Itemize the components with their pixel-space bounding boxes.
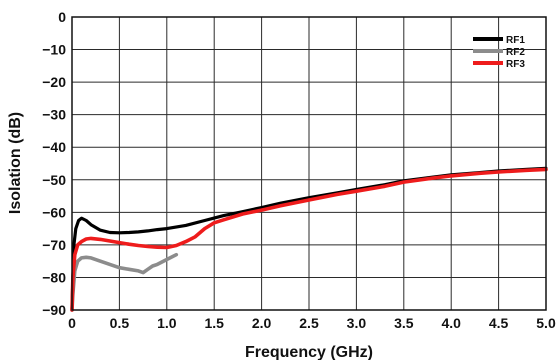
series-line-rf3 — [70, 167, 548, 312]
plot-frame — [71, 16, 547, 311]
y-axis-title: Isolation (dB) — [7, 112, 24, 214]
x-tick-labels: 0 0.5 1.0 1.5 2.0 2.5 3.0 3.5 4.0 4.5 5.0 — [68, 315, 556, 331]
series-layer — [70, 166, 548, 312]
y-tick-label: −20 — [42, 74, 66, 90]
x-tick-label: 3.5 — [394, 315, 414, 331]
legend-label-rf3: RF3 — [506, 59, 525, 70]
series-line-rf2 — [70, 252, 179, 312]
x-tick-label: 2.0 — [252, 315, 272, 331]
y-tick-label: 0 — [58, 9, 66, 25]
grid — [72, 17, 546, 310]
x-tick-label: 0 — [68, 315, 76, 331]
y-tick-label: −30 — [42, 107, 66, 123]
x-tick-label: 0.5 — [110, 315, 130, 331]
x-tick-label: 4.5 — [489, 315, 509, 331]
y-tick-label: −60 — [42, 204, 66, 220]
x-tick-label: 3.0 — [347, 315, 367, 331]
x-tick-label: 4.0 — [441, 315, 461, 331]
y-tick-label: −50 — [42, 172, 66, 188]
legend-label-rf1: RF1 — [506, 35, 525, 46]
y-tick-label: −40 — [42, 139, 66, 155]
y-tick-label: −90 — [42, 302, 66, 318]
x-tick-label: 1.0 — [157, 315, 177, 331]
y-tick-labels: 0 −10 −20 −30 −40 −50 −60 −70 −80 −90 — [42, 9, 66, 318]
x-axis-title: Frequency (GHz) — [245, 344, 373, 360]
x-tick-label: 1.5 — [204, 315, 224, 331]
x-tick-label: 5.0 — [536, 315, 556, 331]
y-tick-label: −10 — [42, 42, 66, 58]
x-tick-label: 2.5 — [299, 315, 319, 331]
y-tick-label: −80 — [42, 269, 66, 285]
legend-label-rf2: RF2 — [506, 47, 525, 58]
y-tick-label: −70 — [42, 237, 66, 253]
